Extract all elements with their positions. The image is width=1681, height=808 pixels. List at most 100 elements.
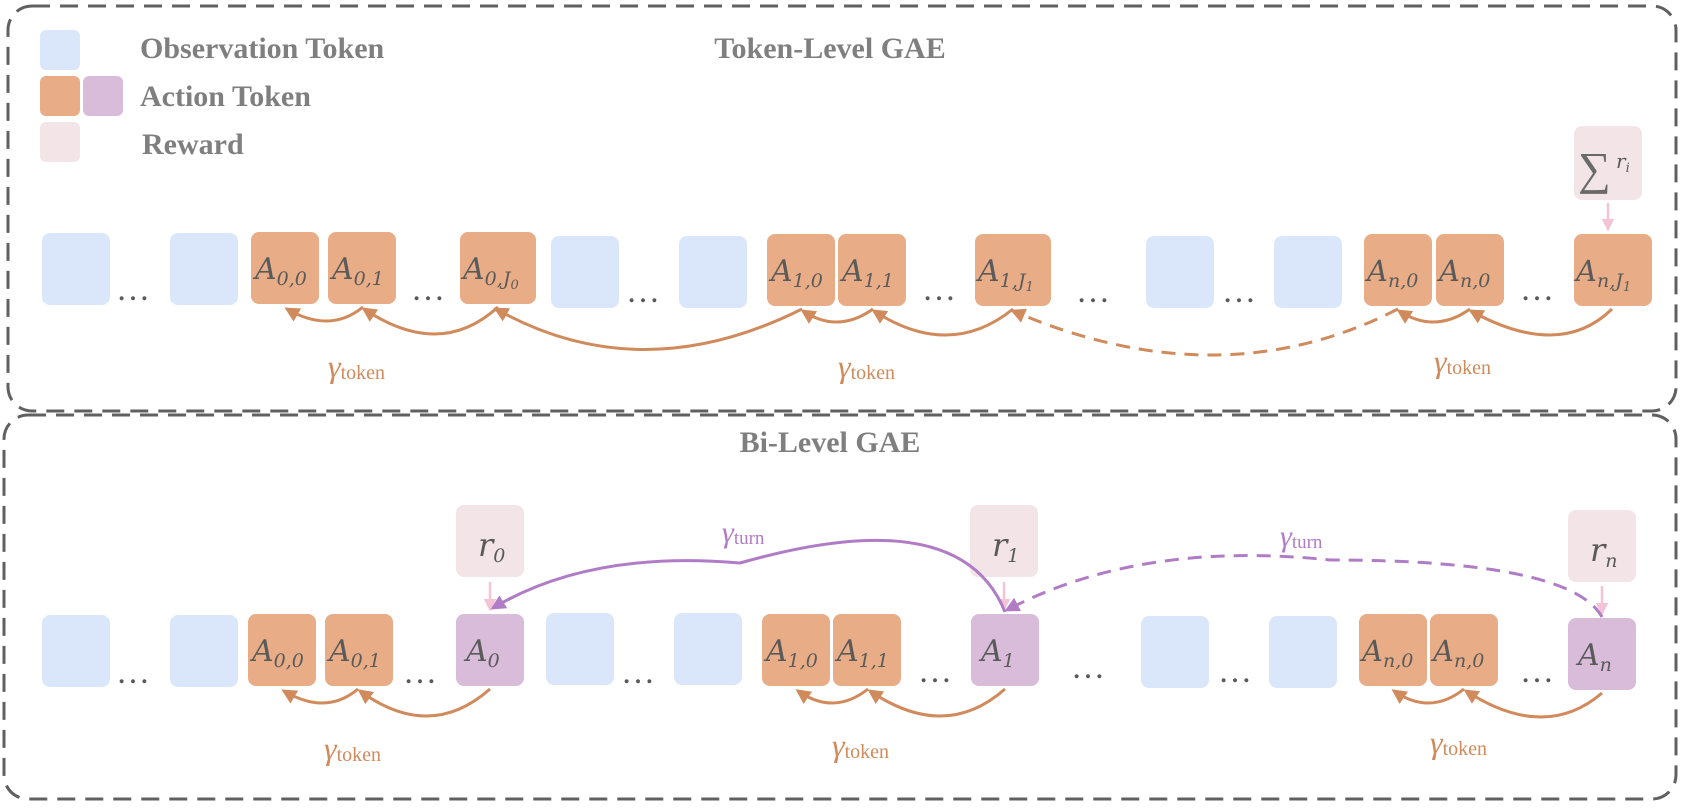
- reward-label: r1: [992, 526, 1019, 567]
- action-token-label: An,0: [1364, 254, 1418, 292]
- bi-level-title: Bi-Level GAE: [740, 426, 921, 459]
- action-token-label: An,J1: [1573, 254, 1631, 295]
- token-gae-arrow: [867, 687, 1006, 718]
- token-gae-arrow: [800, 307, 874, 324]
- gamma-token-label: γtoken: [324, 730, 381, 766]
- reward-token: [970, 505, 1038, 577]
- observation-token: [1274, 236, 1342, 308]
- turn-action-token: [971, 614, 1039, 686]
- token-gae-arrow: [871, 307, 1014, 337]
- action-token-label: A1,0: [763, 634, 818, 672]
- token-gae-arrow: [284, 305, 364, 323]
- observation-token: [674, 613, 742, 685]
- ellipsis: …: [1071, 649, 1105, 686]
- token-gae-arrow: [361, 305, 500, 336]
- action-token: [460, 232, 536, 304]
- bi-level-row: … … … … … … … A0,0 A0,1 A0 r0 A1,0 A1,1 …: [42, 505, 1636, 766]
- action-token: [838, 234, 906, 306]
- ellipsis: …: [411, 271, 445, 308]
- gamma-turn-label: γturn: [722, 516, 765, 549]
- gamma-turn-label: γturn: [1280, 520, 1323, 553]
- observation-token: [170, 233, 238, 305]
- ellipsis: …: [116, 654, 150, 691]
- ellipsis: …: [626, 273, 660, 310]
- reward-label: r0: [478, 526, 505, 567]
- action-token: [975, 234, 1051, 306]
- turn-action-token: [456, 614, 524, 686]
- ellipsis: …: [403, 654, 437, 691]
- action-token-label: A0,0: [249, 634, 304, 672]
- observation-token: [170, 615, 238, 687]
- ellipsis: …: [1218, 653, 1252, 690]
- token-level-panel: [6, 4, 1678, 413]
- observation-token: [1141, 616, 1209, 688]
- ellipsis: …: [918, 653, 952, 690]
- token-gae-arrow-dashed: [1010, 307, 1399, 357]
- action-token-label: A1,J1: [975, 254, 1034, 295]
- ellipsis: …: [922, 271, 956, 308]
- bi-level-panel: [2, 413, 1678, 801]
- token-gae-arrow: [795, 687, 869, 705]
- legend-action-turn-swatch: [83, 76, 123, 116]
- turn-action-token-label: A1: [978, 634, 1015, 672]
- reward-token: [1574, 126, 1642, 200]
- legend-reward-swatch: [40, 122, 80, 162]
- observation-token: [551, 236, 619, 308]
- token-level-row: … … … … … … … A0,0 A0,1 A0,J0 A1,0 A1,1 …: [42, 126, 1652, 384]
- sum-symbol: ∑: [1578, 143, 1611, 194]
- gamma-token-label: γtoken: [832, 727, 889, 763]
- turn-gae-arrow: [490, 538, 1007, 613]
- action-token-label: An,0: [1436, 254, 1490, 292]
- token-gae-arrow: [1468, 307, 1614, 337]
- legend-observation-swatch: [40, 30, 80, 70]
- observation-token: [679, 236, 747, 308]
- reward-label: rn: [1590, 531, 1618, 572]
- action-token-label: A1,0: [768, 254, 823, 292]
- action-token-label: An,0: [1430, 634, 1484, 672]
- legend-action-swatch: [40, 76, 80, 116]
- turn-action-token-label: A0: [463, 634, 500, 672]
- turn-action-token-label: An: [1575, 638, 1612, 676]
- token-gae-arrow: [281, 687, 359, 705]
- turn-action-token: [1568, 618, 1636, 690]
- token-level-title: Token-Level GAE: [714, 32, 945, 65]
- ellipsis: …: [1520, 271, 1554, 308]
- action-token: [248, 614, 316, 686]
- reward-token: [456, 505, 524, 577]
- action-token-label: A0,0: [252, 252, 307, 290]
- ellipsis: …: [1222, 273, 1256, 310]
- ellipsis: …: [621, 654, 655, 691]
- action-token-label: A0,1: [329, 252, 384, 290]
- gamma-token-label: γtoken: [1434, 343, 1491, 379]
- observation-token: [42, 615, 110, 687]
- action-token: [1359, 614, 1427, 686]
- action-token: [1436, 234, 1504, 306]
- ellipsis: …: [1520, 653, 1554, 690]
- observation-token: [1146, 236, 1214, 308]
- gamma-token-label: γtoken: [838, 348, 895, 384]
- action-token-label: A0,1: [326, 634, 381, 672]
- action-token-label: A1,1: [834, 634, 889, 672]
- gamma-token-label: γtoken: [1430, 724, 1487, 760]
- action-token: [325, 614, 393, 686]
- action-token-label: A0,J0: [460, 252, 519, 293]
- token-gae-arrow: [1396, 307, 1471, 324]
- legend-action-label: Action Token: [140, 80, 311, 113]
- token-gae-arrow: [493, 307, 803, 351]
- token-gae-arrow: [357, 687, 491, 718]
- turn-gae-arrow-dashed: [1004, 554, 1604, 618]
- gamma-token-label: γtoken: [328, 348, 385, 384]
- action-token: [251, 232, 319, 304]
- legend-reward-label: Reward: [142, 128, 244, 161]
- action-token: [1574, 234, 1652, 306]
- observation-token: [546, 613, 614, 685]
- sum-reward-label: ri: [1616, 149, 1630, 176]
- observation-token: [1269, 616, 1337, 688]
- reward-token: [1568, 510, 1636, 582]
- action-token: [1430, 614, 1498, 686]
- action-token: [762, 614, 830, 686]
- token-gae-arrow: [1391, 687, 1465, 705]
- legend: Observation Token Action Token Reward: [40, 30, 385, 162]
- action-token: [1364, 234, 1432, 306]
